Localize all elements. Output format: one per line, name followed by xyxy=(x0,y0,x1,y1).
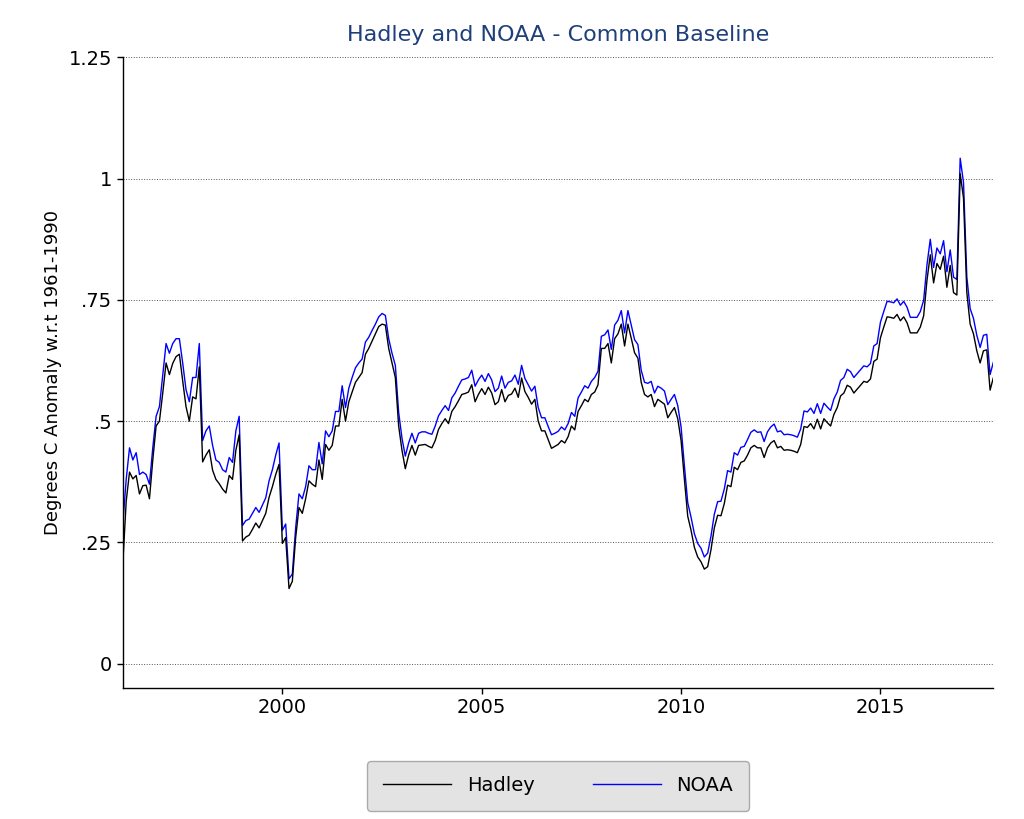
NOAA xyxy=(200,426,212,436)
NOAA xyxy=(283,574,295,584)
Hadley xyxy=(283,584,295,594)
Hadley xyxy=(200,450,212,460)
Line: Hadley: Hadley xyxy=(123,174,1024,589)
Legend: Hadley, NOAA: Hadley, NOAA xyxy=(368,761,749,811)
Hadley xyxy=(994,406,1007,416)
Hadley xyxy=(117,558,129,568)
Hadley xyxy=(964,319,976,329)
Hadley xyxy=(954,169,967,179)
NOAA xyxy=(964,304,976,314)
NOAA xyxy=(921,260,933,270)
NOAA xyxy=(117,518,129,528)
NOAA xyxy=(602,325,614,335)
Title: Hadley and NOAA - Common Baseline: Hadley and NOAA - Common Baseline xyxy=(347,25,769,45)
Hadley xyxy=(602,338,614,348)
Hadley xyxy=(921,275,933,285)
Y-axis label: Degrees C Anomaly w.r.t 1961-1990: Degrees C Anomaly w.r.t 1961-1990 xyxy=(44,210,62,535)
NOAA xyxy=(994,392,1007,402)
NOAA xyxy=(937,236,949,246)
Line: NOAA: NOAA xyxy=(123,158,1024,579)
Hadley xyxy=(937,251,949,261)
NOAA xyxy=(954,153,967,163)
